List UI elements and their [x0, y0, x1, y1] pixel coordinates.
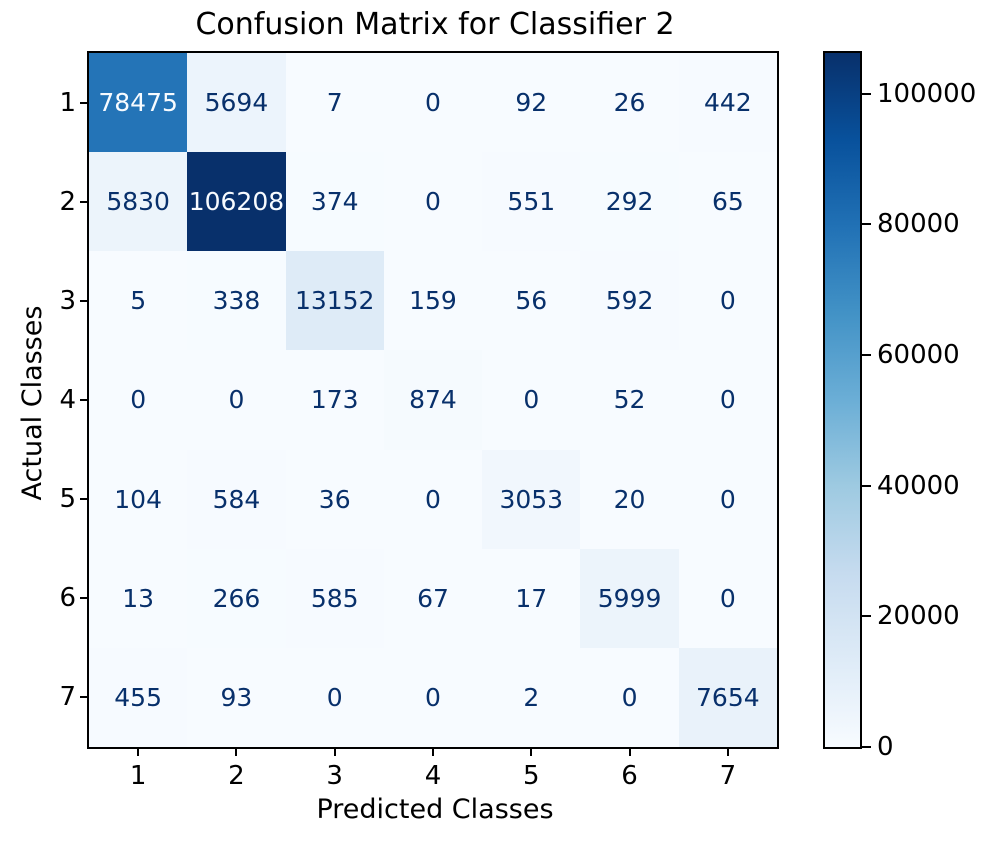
y-tick-label: 2: [59, 186, 76, 217]
colorbar-tick-label: 40000: [877, 470, 960, 501]
matrix-cell: 104: [89, 449, 188, 549]
tick-mark: [80, 597, 89, 600]
matrix-cell: 173: [285, 350, 384, 450]
x-tick-label: 4: [424, 761, 442, 791]
matrix-cell: 2: [482, 647, 581, 747]
colorbar-tick-label: 80000: [877, 209, 960, 240]
y-axis-label: Actual Classes: [17, 305, 48, 501]
matrix-cell: 106208: [187, 152, 286, 252]
matrix-cell: 592: [580, 251, 679, 351]
tick-mark: [80, 399, 89, 401]
tick-mark: [137, 747, 140, 756]
tick-mark: [862, 92, 871, 95]
matrix-cell: 36: [285, 449, 384, 549]
matrix-cell: 0: [678, 548, 777, 648]
matrix-cell: 266: [187, 548, 286, 648]
matrix-cell: 0: [187, 350, 286, 450]
matrix-cell: 0: [678, 449, 777, 549]
matrix-cell: 67: [383, 548, 483, 648]
tick-mark: [80, 101, 89, 104]
matrix-cell: 159: [383, 251, 483, 351]
tick-mark: [862, 353, 871, 356]
matrix-cell: 5830: [89, 152, 188, 252]
matrix-cell: 20: [580, 449, 679, 549]
matrix-cell: 0: [383, 53, 483, 153]
x-tick-label: 1: [129, 761, 147, 791]
y-tick-label: 6: [59, 583, 76, 614]
matrix-cell: 26: [580, 53, 679, 153]
matrix-cell: 93: [187, 647, 286, 747]
matrix-cell: 874: [383, 350, 483, 450]
heatmap-axes: 78475 5694 7 0 92 26 442 5830 106208 374 0 551 292 65…: [87, 51, 779, 749]
y-tick-label: 7: [59, 682, 76, 713]
tick-mark: [80, 498, 89, 501]
x-tick-label: 7: [719, 761, 737, 791]
colorbar-tick-label: 100000: [877, 78, 977, 109]
matrix-cell: 56: [482, 251, 581, 351]
x-tick-label: 2: [228, 761, 245, 791]
matrix-cell: 442: [678, 53, 777, 153]
matrix-cell: 0: [383, 449, 483, 549]
heatmap-cells: 78475 5694 7 0 92 26 442 5830 106208 374 0 551 292 65…: [89, 53, 777, 747]
tick-mark: [862, 223, 871, 226]
chart-title: Confusion Matrix for Classifier 2: [195, 7, 675, 42]
matrix-cell: 0: [383, 647, 483, 747]
matrix-cell: 0: [285, 647, 384, 747]
y-tick-label: 4: [59, 385, 76, 415]
y-tick-label: 3: [59, 285, 76, 316]
matrix-cell: 5694: [187, 53, 286, 153]
tick-mark: [80, 299, 89, 302]
tick-mark: [80, 696, 89, 699]
matrix-cell: 0: [678, 251, 777, 351]
matrix-cell: 78475: [89, 53, 188, 153]
x-axis-label: Predicted Classes: [316, 794, 554, 825]
colorbar-gradient: [825, 53, 860, 747]
matrix-cell: 92: [482, 53, 581, 153]
y-tick-label: 5: [59, 484, 76, 515]
matrix-cell: 0: [89, 350, 188, 450]
tick-mark: [628, 747, 631, 756]
tick-mark: [862, 484, 871, 487]
matrix-cell: 584: [187, 449, 286, 549]
matrix-cell: 0: [383, 152, 483, 252]
tick-mark: [862, 746, 871, 748]
matrix-cell: 0: [678, 350, 777, 450]
tick-mark: [862, 615, 871, 618]
matrix-cell: 5999: [580, 548, 679, 648]
matrix-cell: 52: [580, 350, 679, 450]
matrix-cell: 338: [187, 251, 286, 351]
tick-mark: [235, 747, 238, 756]
tick-mark: [80, 200, 89, 203]
tick-mark: [530, 747, 533, 756]
matrix-cell: 0: [580, 647, 679, 747]
matrix-cell: 17: [482, 548, 581, 648]
colorbar-tick-label: 20000: [877, 601, 960, 632]
matrix-cell: 65: [678, 152, 777, 252]
x-tick-label: 5: [523, 761, 540, 791]
matrix-cell: 292: [580, 152, 679, 252]
tick-mark: [726, 747, 729, 756]
colorbar: [823, 51, 862, 749]
tick-mark: [432, 747, 434, 756]
matrix-cell: 13152: [285, 251, 384, 351]
matrix-cell: 585: [285, 548, 384, 648]
x-tick-label: 3: [326, 761, 343, 791]
matrix-cell: 0: [482, 350, 581, 450]
matrix-cell: 7654: [678, 647, 777, 747]
x-tick-label: 6: [621, 761, 638, 791]
matrix-cell: 455: [89, 647, 188, 747]
matrix-cell: 3053: [482, 449, 581, 549]
colorbar-tick-label: 60000: [877, 339, 960, 370]
matrix-cell: 551: [482, 152, 581, 252]
y-tick-label: 1: [59, 87, 76, 118]
matrix-cell: 7: [285, 53, 384, 153]
matrix-cell: 13: [89, 548, 188, 648]
colorbar-tick-label: 0: [877, 732, 894, 762]
tick-mark: [333, 747, 336, 756]
matrix-cell: 374: [285, 152, 384, 252]
matrix-cell: 5: [89, 251, 188, 351]
